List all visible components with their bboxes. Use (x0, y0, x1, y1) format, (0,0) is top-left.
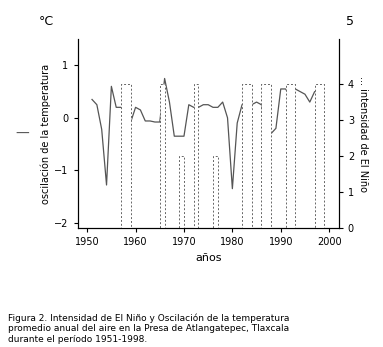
Y-axis label: ... intensidad de El Niño: ... intensidad de El Niño (358, 76, 368, 192)
Bar (194, 84, 198, 228)
Bar (315, 84, 324, 228)
Text: Figura 2. Intensidad de El Niño y Oscilación de la temperatura
promedio anual de: Figura 2. Intensidad de El Niño y Oscila… (8, 313, 289, 344)
X-axis label: años: años (195, 253, 221, 263)
Bar (160, 84, 165, 228)
Bar (179, 156, 184, 228)
Bar (242, 84, 252, 228)
Bar (262, 84, 271, 228)
Bar (121, 84, 131, 228)
Bar (213, 156, 218, 228)
Bar (286, 84, 295, 228)
Text: 5: 5 (346, 15, 354, 28)
Text: —: — (15, 127, 29, 141)
Y-axis label: oscilación de la temperatura: oscilación de la temperatura (41, 64, 51, 204)
Text: °C: °C (39, 15, 54, 28)
